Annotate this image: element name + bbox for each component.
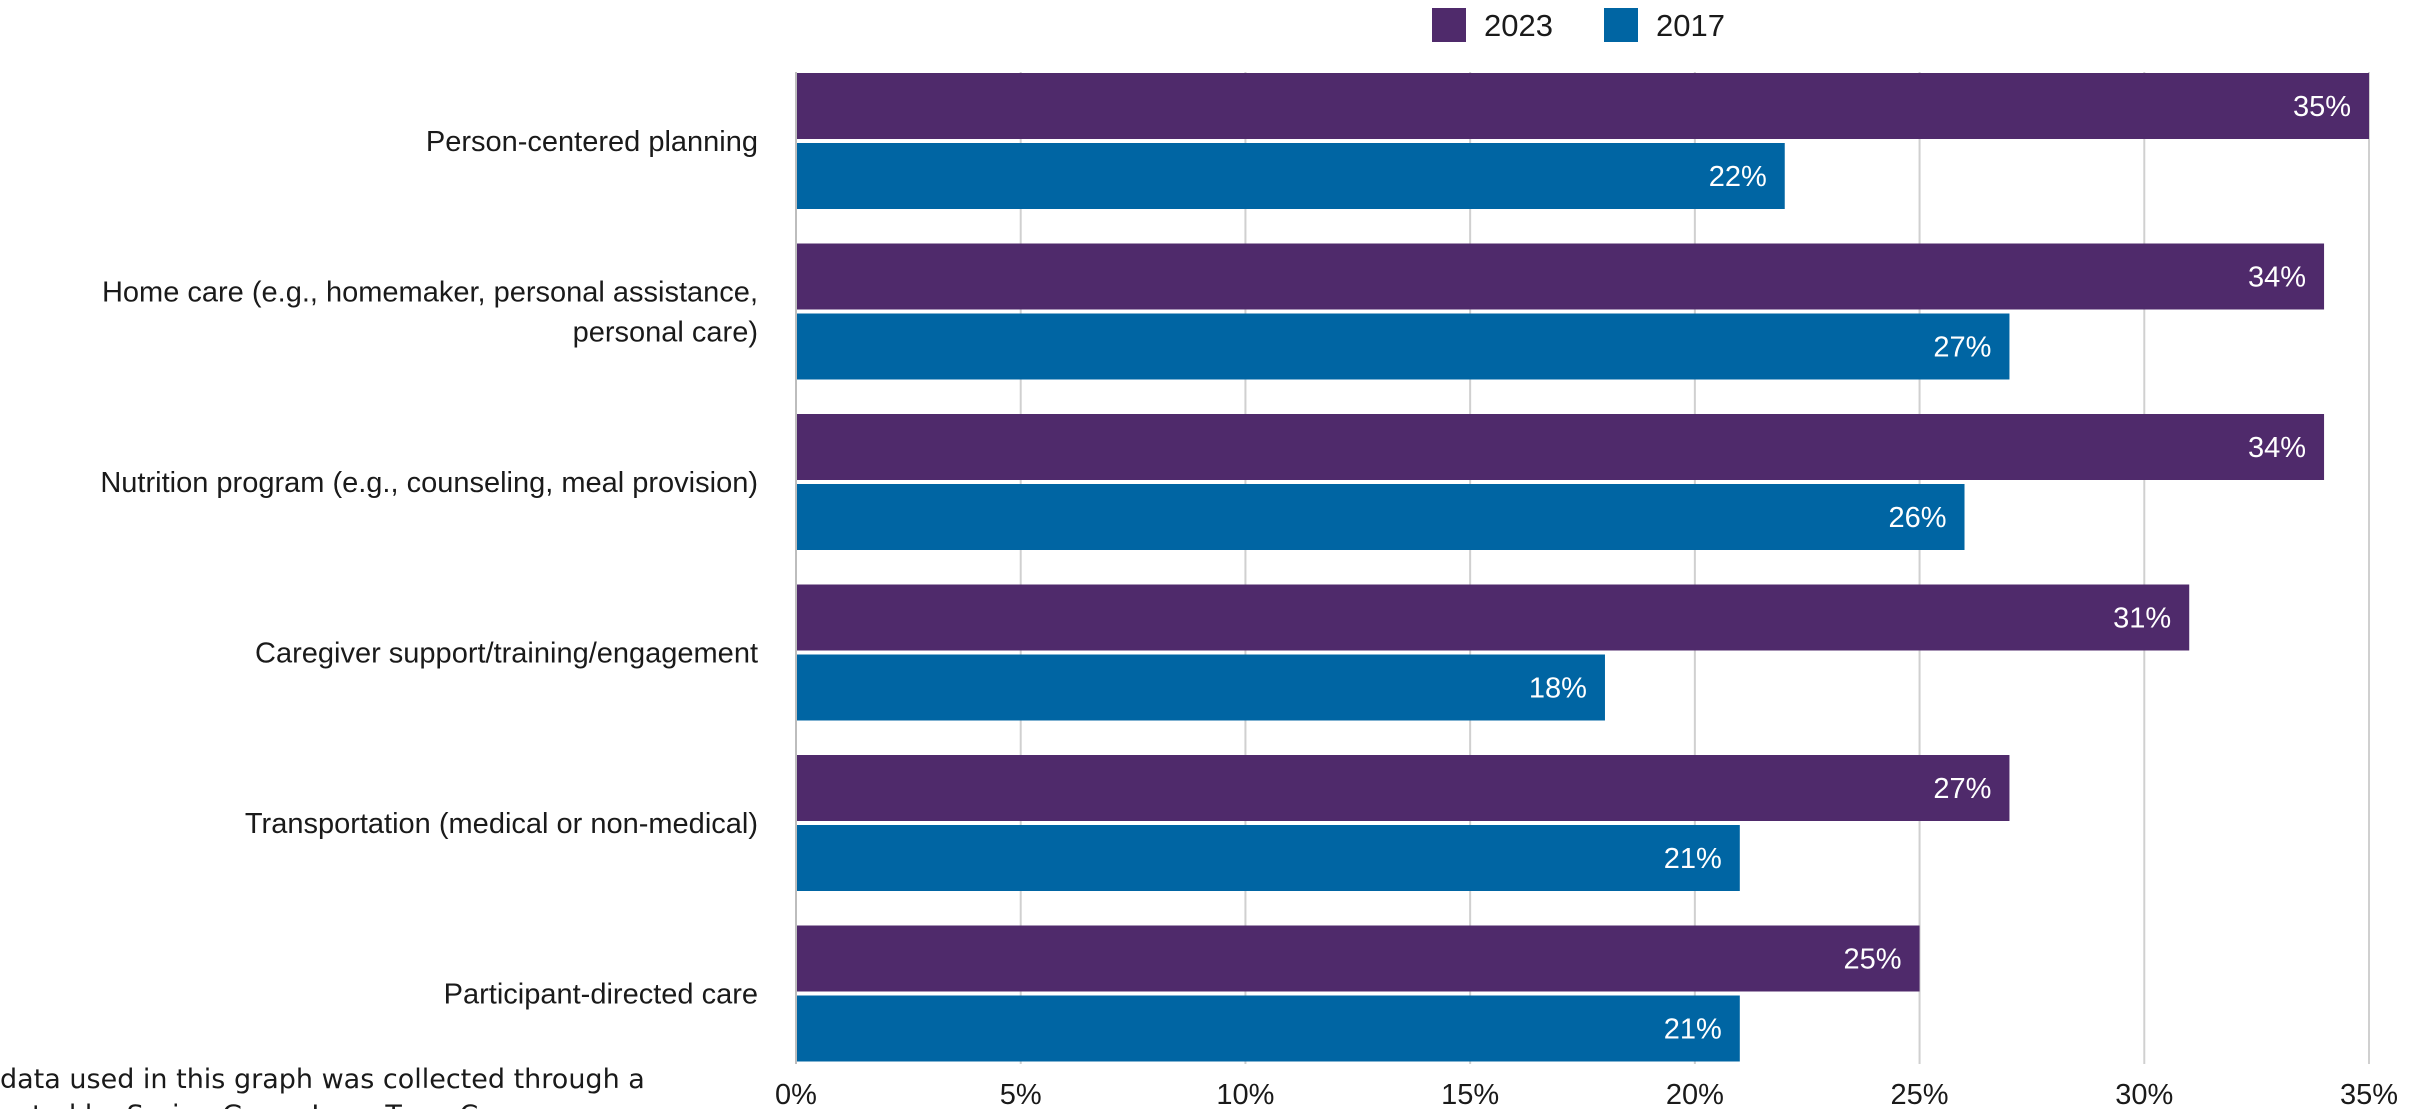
bar-2017-0 bbox=[796, 143, 1785, 209]
category-label: Participant-directed care bbox=[444, 979, 758, 1011]
legend-label-2017: 2017 bbox=[1656, 8, 1725, 43]
bar-2017-2 bbox=[796, 484, 1965, 550]
gridlines bbox=[1019, 72, 2370, 1064]
x-tick-label: 5% bbox=[1000, 1079, 1042, 1109]
data-label: 21% bbox=[1664, 1014, 1722, 1046]
x-tick-label: 25% bbox=[1891, 1079, 1949, 1109]
data-label: 25% bbox=[1844, 944, 1902, 976]
bar-2017-3 bbox=[796, 654, 1605, 721]
data-label: 22% bbox=[1709, 161, 1767, 193]
x-tick-label: 20% bbox=[1666, 1079, 1724, 1109]
x-tick-label: 10% bbox=[1216, 1079, 1274, 1109]
data-label: 34% bbox=[2248, 432, 2306, 464]
bar-2023-0 bbox=[796, 73, 2369, 139]
data-label: 35% bbox=[2293, 91, 2351, 123]
x-tick-label: 0% bbox=[775, 1079, 817, 1109]
category-label: Nutrition program (e.g., counseling, mea… bbox=[100, 467, 758, 499]
bar-2023-3 bbox=[796, 584, 2190, 651]
data-label: 21% bbox=[1664, 843, 1722, 875]
legend: 2023 2017 bbox=[1432, 8, 1725, 43]
bar-2017-4 bbox=[796, 825, 1740, 891]
data-label: 31% bbox=[2113, 603, 2171, 635]
legend-swatch-2017 bbox=[1604, 8, 1638, 42]
bar-2017-5 bbox=[796, 995, 1740, 1062]
legend-swatch-2023 bbox=[1432, 8, 1466, 42]
bars: 35% 22% 34% 27% 34% 26% 31% 18% 27% 21% 25% 21% bbox=[796, 73, 2369, 1062]
data-label: 27% bbox=[1933, 773, 1991, 805]
x-tick-label: 15% bbox=[1441, 1079, 1499, 1109]
x-axis-tick-labels: 0% 5% 10% 15% 20% 25% 30% 35% bbox=[775, 1079, 2398, 1109]
bar-2023-2 bbox=[796, 414, 2325, 480]
category-label: Person-centered planning bbox=[426, 126, 758, 158]
footnote: data used in this graph was collected th… bbox=[0, 1064, 645, 1109]
category-label: Transportation (medical or non-medical) bbox=[245, 808, 758, 840]
bar-2023-5 bbox=[796, 925, 1920, 992]
data-label: 26% bbox=[1888, 502, 1946, 534]
category-labels: Person-centered planning Home care (e.g.,… bbox=[100, 126, 758, 1011]
category-label: Caregiver support/training/engagement bbox=[255, 638, 758, 670]
bar-2023-4 bbox=[796, 755, 2010, 821]
x-tick-label: 30% bbox=[2115, 1079, 2173, 1109]
data-label: 34% bbox=[2248, 262, 2306, 294]
category-label: Home care (e.g., homemaker, personal ass… bbox=[102, 277, 758, 349]
x-tick-label: 35% bbox=[2340, 1079, 2398, 1109]
data-label: 27% bbox=[1933, 332, 1991, 364]
legend-label-2023: 2023 bbox=[1484, 8, 1553, 43]
data-label: 18% bbox=[1529, 673, 1587, 705]
bar-2023-1 bbox=[796, 243, 2325, 310]
bar-2017-1 bbox=[796, 313, 2010, 380]
